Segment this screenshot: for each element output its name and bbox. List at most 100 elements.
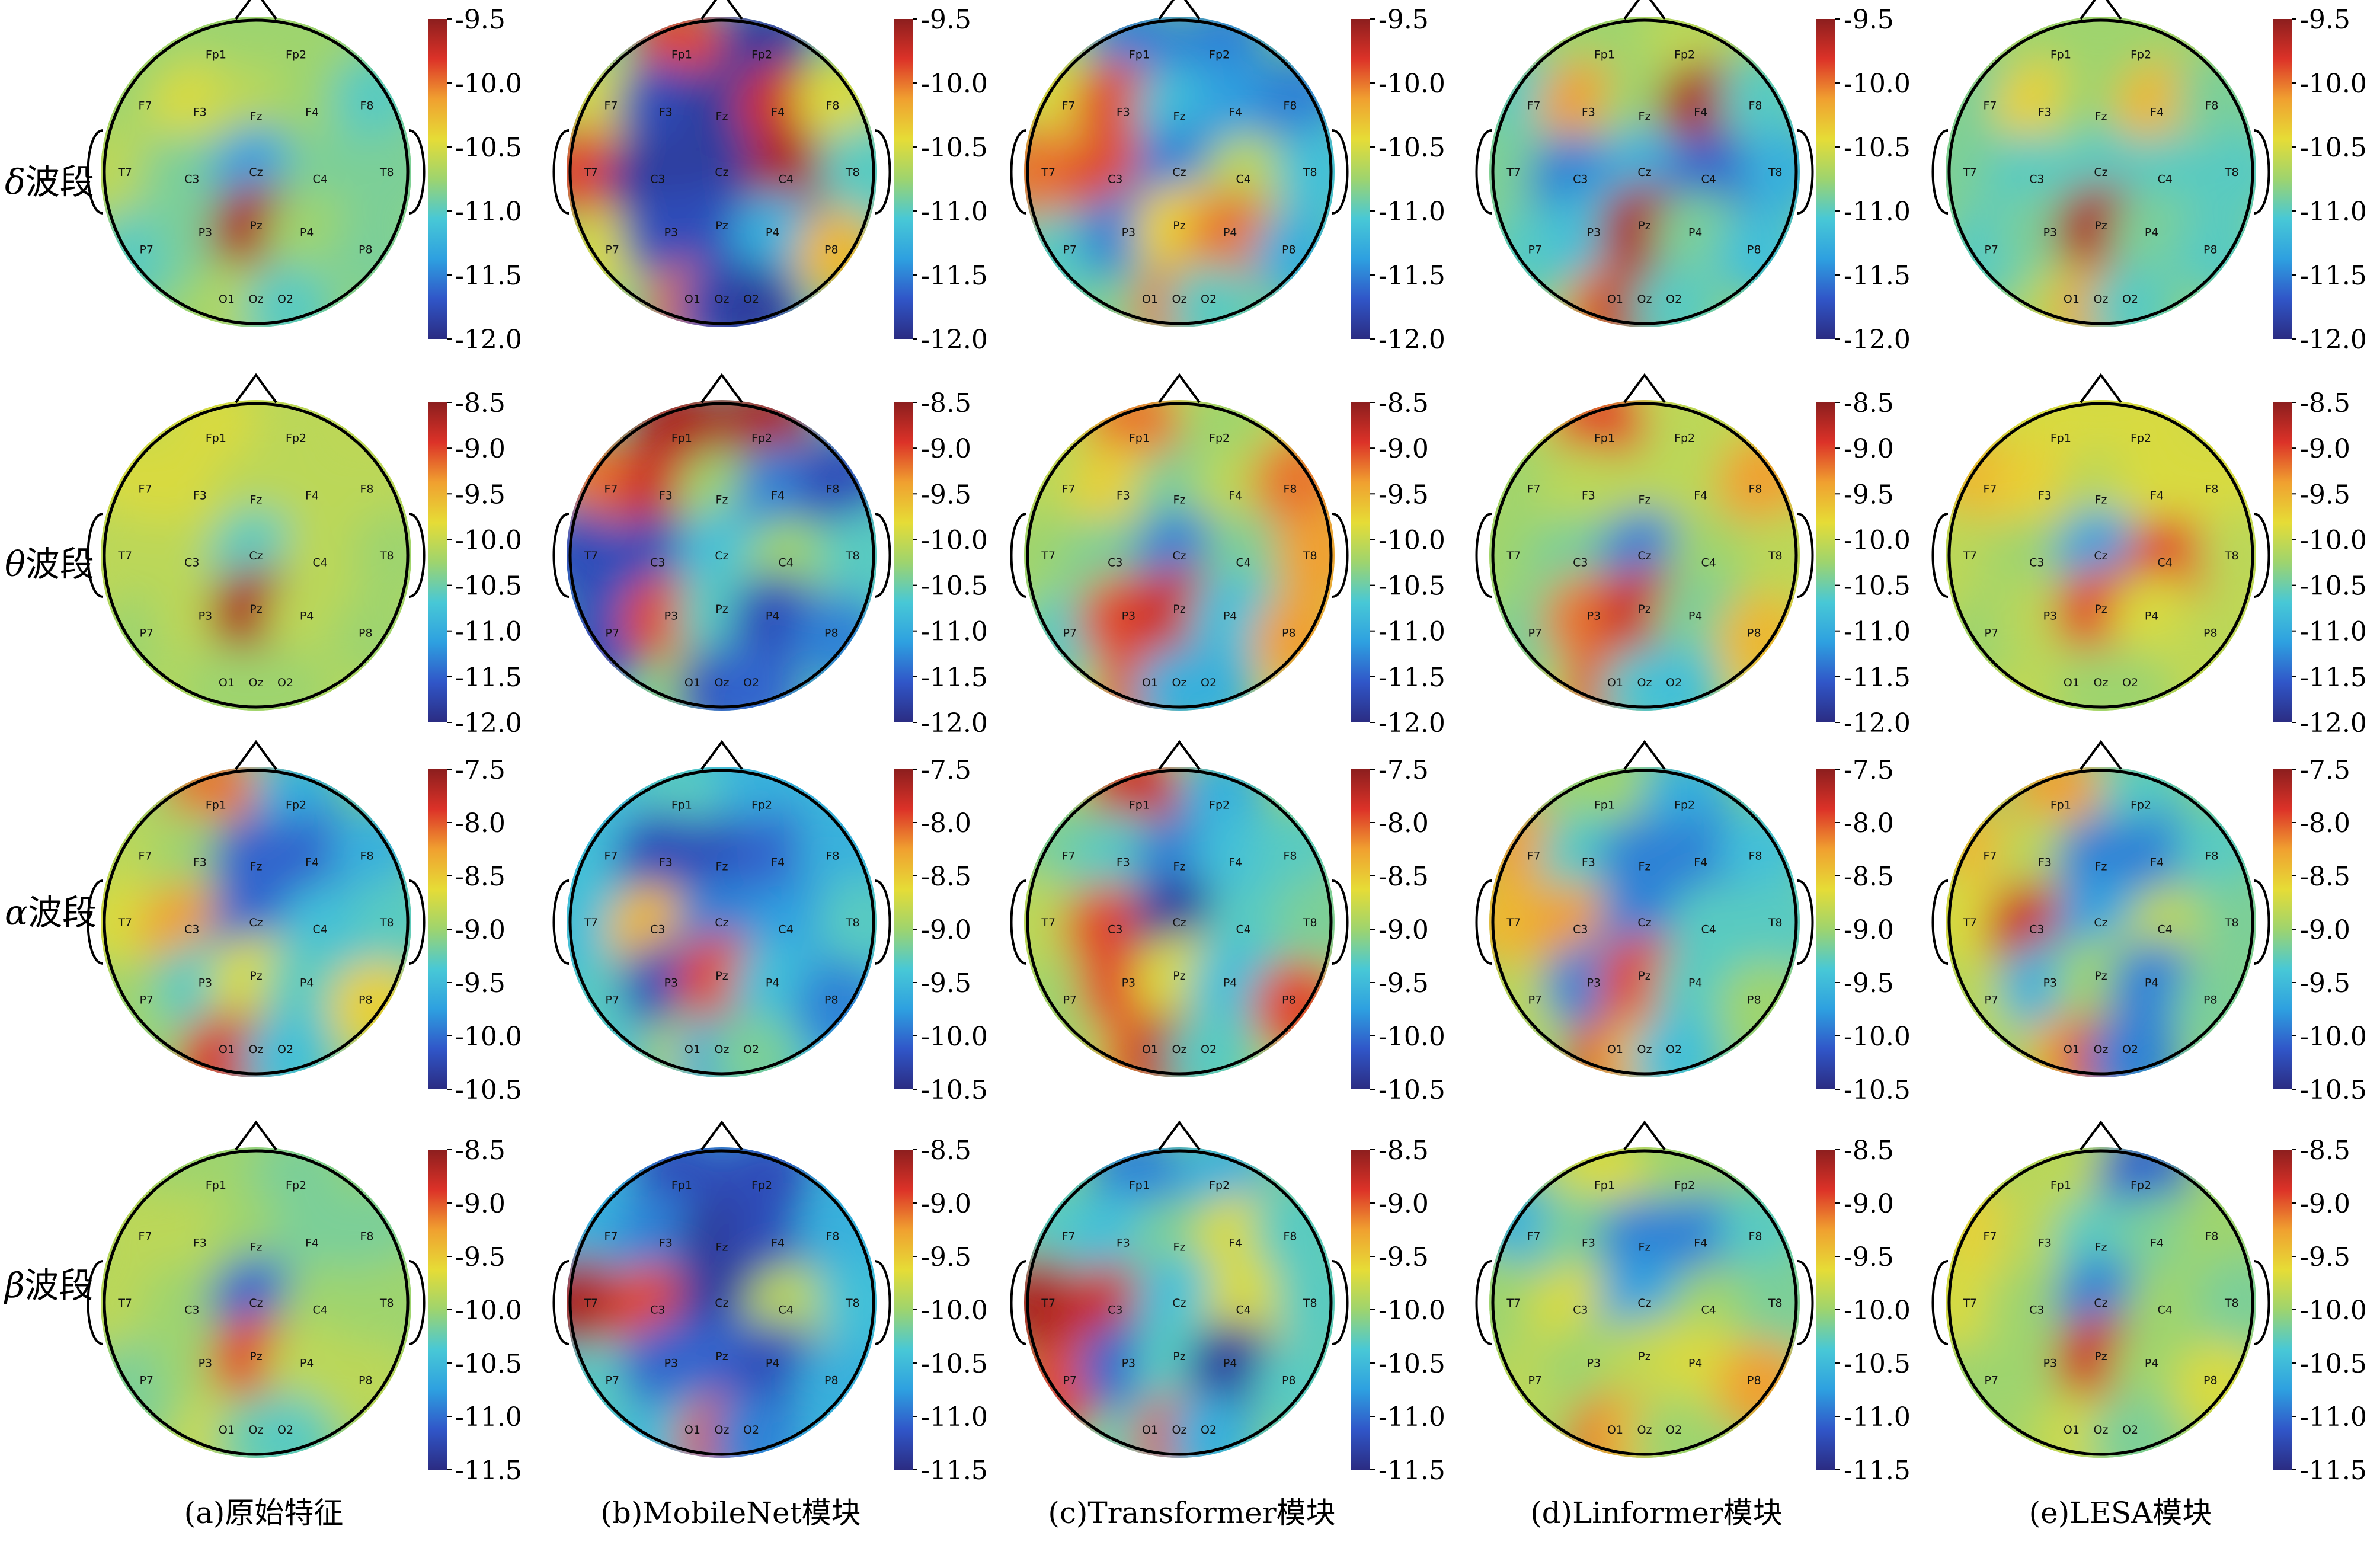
electrode-label-t7: T7 [1041, 1297, 1055, 1310]
heat-blob-t8 [1274, 126, 1335, 218]
topomap-1-4: Fp1 Fp2 F7 F3 Fz F4 F8 T7 C3 Cz C4 T8 P7 P3 Pz P4 P8 O1 Oz… [1931, 373, 2270, 711]
electrode-label-t7: T7 [1962, 1297, 1977, 1310]
topomap-heat [1024, 400, 1335, 711]
right-ear [1797, 1260, 1814, 1345]
electrode-label-p3: P3 [1122, 226, 1136, 239]
electrode-label-pz: Pz [1173, 603, 1185, 616]
colorbar-tick-label: -9.5 [2300, 479, 2350, 510]
right-ear [874, 513, 891, 598]
electrode-label-c3: C3 [1108, 556, 1122, 569]
colorbar-tick-label: -11.0 [1378, 1402, 1445, 1432]
heat-blob-t7 [567, 876, 627, 968]
electrode-label-c3: C3 [650, 556, 665, 569]
topomap-heat [1489, 17, 1800, 327]
electrode-label-o2: O2 [743, 1423, 759, 1437]
colorbar-tick-label: -11.0 [2300, 1402, 2367, 1432]
electrode-label-oz: Oz [2094, 1423, 2109, 1437]
left-ear [1475, 129, 1492, 215]
electrode-label-p8: P8 [824, 994, 839, 1007]
heat-blob-t8 [2196, 509, 2256, 602]
heat-blob-o2 [1165, 263, 1258, 327]
electrode-label-t7: T7 [1041, 549, 1055, 562]
colorbar-tick-label: -8.0 [1844, 808, 1894, 839]
electrode-label-f8: F8 [360, 99, 374, 112]
electrode-label-p8: P8 [359, 627, 373, 640]
electrode-label-fz: Fz [716, 110, 728, 123]
electrode-label-p7: P7 [1528, 627, 1542, 640]
colorbar: -7.5 -8.0 -8.5 -9.0 -9.5 -10.0 -10.5 [1351, 755, 1445, 1105]
heat-blob-t8 [1274, 509, 1335, 602]
electrode-label-t8: T8 [1768, 1297, 1783, 1310]
colorbar-tick-label: -11.5 [2300, 1455, 2367, 1486]
colorbar-gradient [1816, 769, 1835, 1089]
colorbar-gradient [894, 402, 913, 722]
colorbar: -7.5 -8.0 -8.5 -9.0 -9.5 -10.0 -10.5 [2273, 755, 2367, 1105]
electrode-label-fp1: Fp1 [206, 1179, 226, 1192]
electrode-label-o1: O1 [2064, 1043, 2080, 1056]
colorbar-tick-label: -11.5 [455, 1455, 522, 1486]
colorbar-tick-label: -9.5 [455, 968, 506, 999]
heat-blob-t8 [2196, 1256, 2256, 1349]
electrode-label-c4: C4 [778, 556, 793, 569]
electrode-label-f4: F4 [305, 856, 319, 869]
electrode-label-p8: P8 [359, 994, 373, 1007]
colorbar-gradient [1351, 769, 1370, 1089]
electrode-label-cz: Cz [1172, 549, 1186, 562]
electrode-label-oz: Oz [1172, 676, 1187, 689]
electrode-label-fp1: Fp1 [671, 432, 692, 445]
nose [1158, 1120, 1201, 1151]
electrode-label-cz: Cz [1172, 916, 1186, 929]
colorbar-tick-label: -10.5 [1378, 133, 1445, 163]
electrode-label-c3: C3 [1108, 923, 1122, 936]
electrode-label-cz: Cz [1172, 166, 1186, 179]
electrode-label-o2: O2 [277, 676, 293, 689]
electrode-label-f7: F7 [604, 482, 618, 495]
colorbar-tick-label: -8.5 [1844, 862, 1894, 892]
electrode-label-t7: T7 [117, 549, 132, 562]
electrode-label-t8: T8 [1768, 549, 1783, 562]
electrode-label-f3: F3 [1582, 490, 1595, 503]
electrode-label-fz: Fz [716, 1240, 728, 1253]
electrode-label-t8: T8 [1768, 916, 1783, 929]
electrode-label-p7: P7 [1063, 1374, 1077, 1387]
topomap-2-3: Fp1 Fp2 F7 F3 Fz F4 F8 T7 C3 Cz C4 T8 P7 P3 Pz P4 P8 O1 Oz… [1475, 740, 1814, 1077]
electrode-label-p7: P7 [139, 627, 153, 640]
electrode-label-f7: F7 [1527, 482, 1540, 495]
colorbar-tick-label: -9.0 [1844, 1189, 1894, 1219]
colorbar-tick-label: -10.0 [2300, 1022, 2367, 1052]
heat-blob-t7 [101, 876, 161, 968]
electrode-label-fp1: Fp1 [2050, 799, 2071, 812]
electrode-label-p3: P3 [2043, 976, 2058, 989]
electrode-label-o1: O1 [1607, 293, 1623, 306]
colorbar-tick-label: -11.0 [1844, 197, 1911, 227]
electrode-label-fp1: Fp1 [2050, 1179, 2071, 1192]
right-ear [2253, 129, 2270, 215]
electrode-label-f8: F8 [826, 1230, 840, 1243]
topomap-heat [101, 400, 411, 711]
topomap-heat [1489, 1147, 1800, 1458]
colorbar-tick-label: -7.5 [1844, 755, 1894, 785]
electrode-label-fp2: Fp2 [286, 432, 306, 445]
electrode-label-c4: C4 [1236, 1303, 1250, 1316]
electrode-label-t7: T7 [1962, 166, 1977, 179]
heat-blob-t7 [567, 1256, 627, 1349]
electrode-label-p8: P8 [824, 244, 839, 257]
topomap-2-2: Fp1 Fp2 F7 F3 Fz F4 F8 T7 C3 Cz C4 T8 P7 P3 Pz P4 P8 O1 Oz… [1010, 740, 1349, 1077]
electrode-label-p4: P4 [1223, 226, 1237, 239]
electrode-label-o1: O1 [219, 1043, 235, 1056]
heat-blob-p8 [2173, 959, 2256, 1052]
electrode-label-p3: P3 [664, 609, 679, 622]
electrode-label-p3: P3 [2043, 609, 2058, 622]
electrode-label-p4: P4 [766, 609, 780, 622]
electrode-label-fp2: Fp2 [1674, 49, 1695, 62]
heat-blob-o2 [1630, 263, 1723, 327]
heat-blob-t7 [1489, 1256, 1550, 1349]
colorbar: -8.5 -9.0 -9.5 -10.0 -10.5 -11.0 -11.5 [2273, 1135, 2367, 1486]
heat-blob-t8 [1739, 509, 1800, 602]
topomap-heat [101, 1147, 411, 1458]
electrode-label-t7: T7 [1506, 1297, 1521, 1310]
heat-blob-o2 [707, 1393, 800, 1458]
electrode-label-oz: Oz [249, 1423, 264, 1437]
heat-blob-o2 [241, 1393, 334, 1458]
topomap-heat [1946, 1147, 2256, 1458]
